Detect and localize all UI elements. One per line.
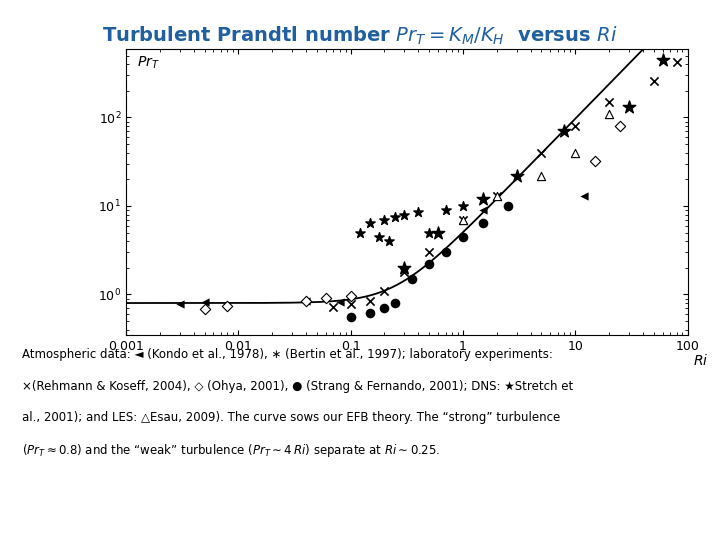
Point	[406, 274, 418, 283]
Point	[510, 171, 522, 180]
Point	[477, 206, 488, 214]
Point	[345, 300, 356, 308]
Point	[222, 301, 233, 310]
Text: ×(Rehmann & Koseff, 2004), ◇ (Ohya, 2001), ● (Strang & Fernando, 2001); DNS: ★St: ×(Rehmann & Koseff, 2004), ◇ (Ohya, 2001…	[22, 380, 573, 393]
Text: al., 2001); and LES: △Esau, 2009). The curve sows our EFB theory. The “strong” t: al., 2001); and LES: △Esau, 2009). The c…	[22, 411, 560, 424]
Point	[334, 298, 346, 306]
Point	[345, 292, 356, 301]
Point	[570, 148, 581, 157]
Point	[614, 122, 626, 130]
Point	[379, 215, 390, 224]
Point	[174, 300, 185, 308]
Point	[589, 157, 600, 166]
Point	[603, 98, 615, 106]
Point	[199, 298, 210, 306]
Point	[440, 248, 451, 256]
Point	[536, 171, 547, 180]
Point	[491, 192, 503, 200]
Text: $Ri$: $Ri$	[693, 353, 708, 368]
Point	[423, 248, 435, 256]
Point	[671, 58, 683, 66]
Point	[432, 228, 444, 237]
Point	[374, 232, 385, 241]
Point	[300, 296, 312, 305]
Point	[570, 122, 581, 130]
Point	[379, 286, 390, 295]
Point	[536, 148, 547, 157]
Point	[457, 232, 469, 241]
Text: Turbulent Prandtl number $Pr_T = K_M/K_H$  versus $Ri$: Turbulent Prandtl number $Pr_T = K_M/K_H…	[102, 24, 618, 46]
Point	[423, 228, 435, 237]
Point	[364, 296, 376, 305]
Point	[390, 213, 401, 221]
Point	[623, 103, 634, 112]
Point	[364, 218, 376, 227]
Text: ($Pr_T\approx 0.8$) and the “weak” turbulence ($Pr_T \sim 4\,Ri$) separate at $R: ($Pr_T\approx 0.8$) and the “weak” turbu…	[22, 442, 440, 459]
Point	[354, 228, 365, 237]
Point	[364, 308, 376, 317]
Point	[379, 304, 390, 313]
Point	[300, 296, 312, 305]
Text: $Pr_T$: $Pr_T$	[138, 55, 160, 71]
Point	[398, 264, 410, 272]
Point	[345, 313, 356, 322]
Point	[383, 237, 395, 246]
Point	[477, 194, 488, 203]
Point	[491, 192, 503, 200]
Point	[457, 201, 469, 210]
Point	[398, 267, 410, 276]
Point	[502, 201, 513, 210]
Point	[390, 299, 401, 307]
Point	[320, 293, 331, 302]
Point	[398, 210, 410, 219]
Point	[457, 215, 469, 224]
Point	[423, 260, 435, 268]
Point	[559, 127, 570, 136]
Point	[199, 305, 210, 314]
Point	[440, 206, 451, 214]
Point	[477, 218, 488, 227]
Point	[413, 208, 424, 217]
Point	[648, 77, 660, 85]
Point	[657, 55, 668, 64]
Point	[457, 215, 469, 224]
Text: Atmospheric data: ◄ (Kondo et al., 1978), ∗ (Bertin et al., 1997); laboratory ex: Atmospheric data: ◄ (Kondo et al., 1978)…	[22, 348, 552, 361]
Point	[328, 303, 339, 312]
Point	[578, 192, 590, 200]
Point	[603, 110, 615, 118]
